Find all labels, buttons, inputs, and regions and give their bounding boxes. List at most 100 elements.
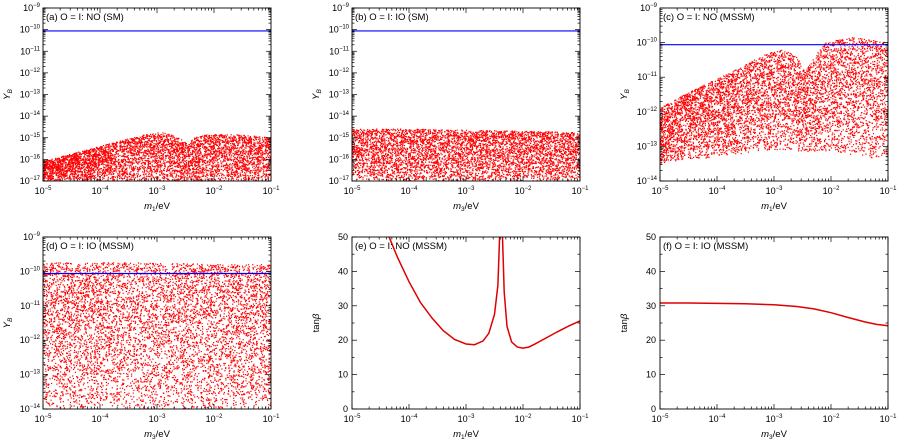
scatter-point (121, 168, 123, 170)
scatter-point (210, 173, 212, 175)
scatter-point (232, 145, 234, 147)
scatter-point (89, 154, 91, 156)
scatter-point (231, 173, 234, 175)
scatter-point (184, 157, 186, 159)
scatter-point (202, 173, 204, 175)
scatter-point (72, 157, 74, 160)
scatter-point (105, 155, 107, 157)
scatter-point (174, 140, 176, 142)
scatter-point (198, 179, 200, 181)
scatter-point (237, 171, 239, 173)
scatter-point (258, 156, 260, 158)
scatter-point (268, 147, 270, 149)
scatter-point (77, 165, 79, 168)
scatter-point (206, 174, 208, 176)
scatter-point (197, 151, 199, 153)
scatter-point (153, 139, 155, 141)
scatter-point (55, 169, 57, 172)
scatter-point (226, 169, 228, 171)
scatter-point (197, 160, 199, 162)
scatter-point (97, 172, 99, 174)
scatter-point (155, 153, 157, 155)
scatter-point (166, 155, 168, 157)
scatter-point (267, 166, 269, 168)
scatter-point (149, 143, 151, 145)
scatter-point (208, 146, 210, 148)
scatter-point (91, 169, 93, 171)
scatter-point (229, 153, 231, 155)
scatter-point (72, 173, 74, 175)
scatter-point (112, 144, 114, 146)
scatter-point (197, 144, 200, 146)
scatter-point (59, 161, 62, 163)
scatter-point (83, 162, 85, 164)
scatter-point (92, 160, 94, 162)
scatter-point (121, 166, 123, 168)
scatter-point (245, 177, 247, 179)
scatter-point (171, 146, 173, 148)
scatter-point (198, 144, 200, 146)
scatter-point (157, 151, 159, 153)
scatter-point (77, 172, 79, 174)
scatter-point (81, 171, 83, 173)
scatter-point (146, 135, 148, 137)
scatter-point (195, 177, 197, 179)
scatter-point (161, 172, 163, 174)
scatter-point (84, 164, 86, 166)
scatter-point (107, 154, 110, 156)
scatter-point (52, 168, 55, 170)
scatter-point (206, 177, 208, 179)
scatter-point (223, 164, 225, 166)
scatter-point (247, 175, 249, 177)
scatter-point (60, 176, 62, 179)
scatter-point (242, 137, 244, 139)
scatter-point (174, 165, 176, 167)
scatter-point (188, 148, 190, 150)
scatter-point (227, 174, 229, 176)
scatter-point (76, 159, 78, 161)
scatter-point (114, 142, 116, 145)
scatter-point (58, 157, 60, 159)
scatter-point (58, 157, 60, 160)
scatter-point (114, 170, 116, 172)
scatter-point (130, 148, 132, 150)
scatter-point (269, 163, 271, 165)
scatter-point (245, 175, 247, 177)
scatter-point (145, 149, 147, 151)
scatter-point (55, 163, 57, 165)
scatter-point (235, 169, 237, 171)
scatter-point (77, 161, 79, 163)
scatter-point (51, 175, 54, 177)
scatter-point (224, 164, 227, 166)
scatter-point (226, 147, 228, 149)
scatter-point (181, 152, 183, 154)
scatter-point (158, 147, 160, 149)
scatter-point (101, 153, 104, 155)
scatter-point (134, 141, 136, 143)
scatter-point (63, 176, 65, 178)
scatter-point (85, 169, 87, 171)
scatter-point (78, 161, 80, 164)
scatter-point (139, 175, 141, 177)
scatter-point (227, 145, 229, 148)
scatter-point (64, 174, 66, 176)
scatter-point (47, 163, 49, 166)
scatter-point (209, 173, 211, 175)
scatter-point (136, 161, 138, 163)
scatter-point (133, 139, 135, 141)
scatter-point (209, 134, 211, 137)
scatter-point (164, 162, 166, 164)
scatter-point (232, 171, 234, 174)
scatter-point (192, 152, 194, 154)
scatter-point (152, 153, 154, 155)
scatter-point (259, 138, 261, 140)
scatter-point (84, 158, 86, 160)
scatter-point (189, 155, 191, 157)
scatter-point (143, 167, 145, 169)
scatter-point (124, 175, 126, 177)
scatter-point (69, 159, 72, 161)
scatter-point (50, 161, 52, 164)
scatter-point (189, 168, 191, 170)
scatter-point (229, 169, 231, 171)
scatter-point (236, 162, 238, 164)
